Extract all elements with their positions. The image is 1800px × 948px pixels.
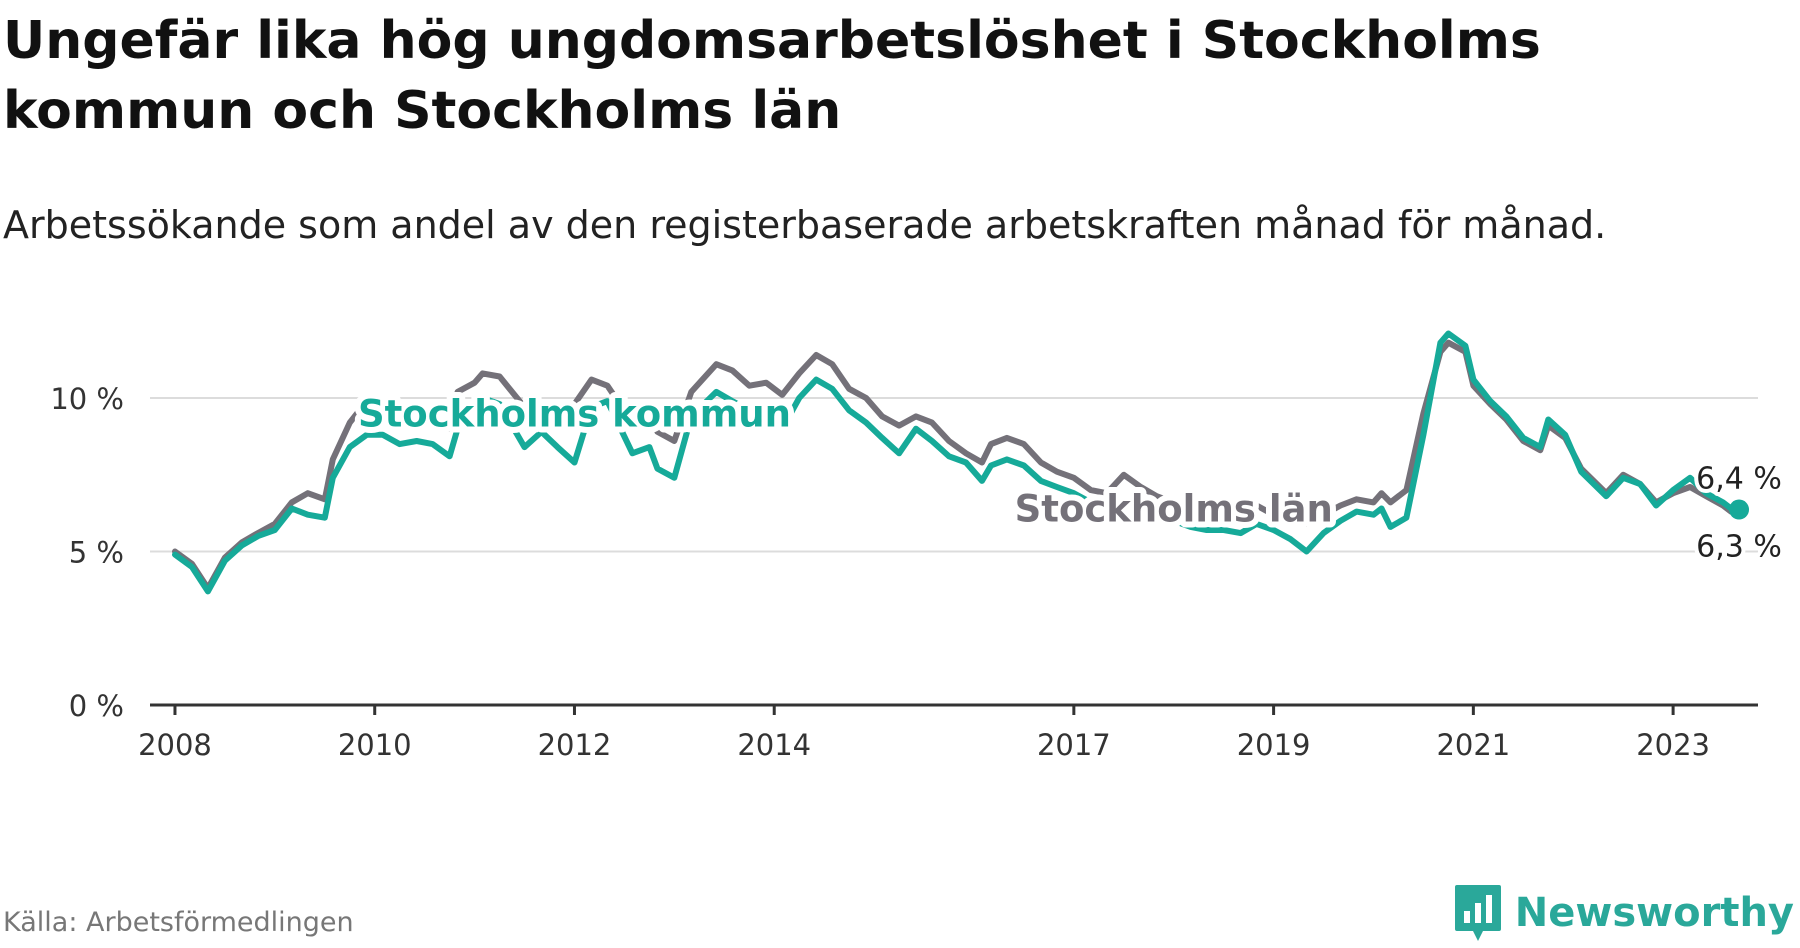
x-tick-label: 2021	[1436, 728, 1510, 762]
y-tick-label: 10 %	[50, 382, 124, 416]
brand-name: Newsworthy	[1514, 890, 1794, 936]
chart-title: Ungefär lika hög ungdomsarbetslöshet i S…	[3, 11, 1541, 141]
end-label-kommun: 6,4 %	[1696, 462, 1782, 497]
end-label-lan: 6,3 %	[1696, 530, 1782, 565]
y-axis-ticks: 0 % 5 % 10 %	[50, 382, 124, 723]
x-tick-label: 2008	[138, 728, 212, 762]
series-lines	[172, 330, 1734, 595]
x-tick-label: 2010	[338, 728, 412, 762]
x-axis: 2008 2010 2012 2014 2017 2019 2021 2023	[138, 703, 1758, 762]
end-labels: 6,4 % 6,3 %	[1692, 458, 1786, 569]
x-tick-label: 2017	[1037, 728, 1111, 762]
chart-subtitle: Arbetssökande som andel av den registerb…	[3, 203, 1607, 247]
brand-logo: Newsworthy	[1453, 883, 1794, 943]
newsworthy-logo-icon	[1454, 885, 1501, 941]
line-chart: 0 %5 %10 % 2008 2010 2012 2014 2017 2019 2021 2…	[50, 330, 1786, 762]
x-tick-label: 2012	[538, 728, 612, 762]
x-tick-label: 2023	[1636, 728, 1710, 762]
source-note: Källa: Arbetsförmedlingen	[3, 907, 354, 938]
x-tick-label: 2019	[1237, 728, 1311, 762]
series-labels: Stockholms kommun Stockholms län	[352, 386, 1339, 536]
series-label-stockholms-lan: Stockholms län	[1015, 488, 1333, 531]
end-point-marker	[1729, 499, 1750, 520]
y-tick-label: 5 %	[69, 536, 124, 570]
y-tick-label: 0 %	[69, 689, 124, 723]
series-line-stockholms-kommun	[172, 330, 1734, 595]
x-tick-label: 2014	[737, 728, 811, 762]
series-label-stockholms-kommun: Stockholms kommun	[358, 392, 791, 435]
